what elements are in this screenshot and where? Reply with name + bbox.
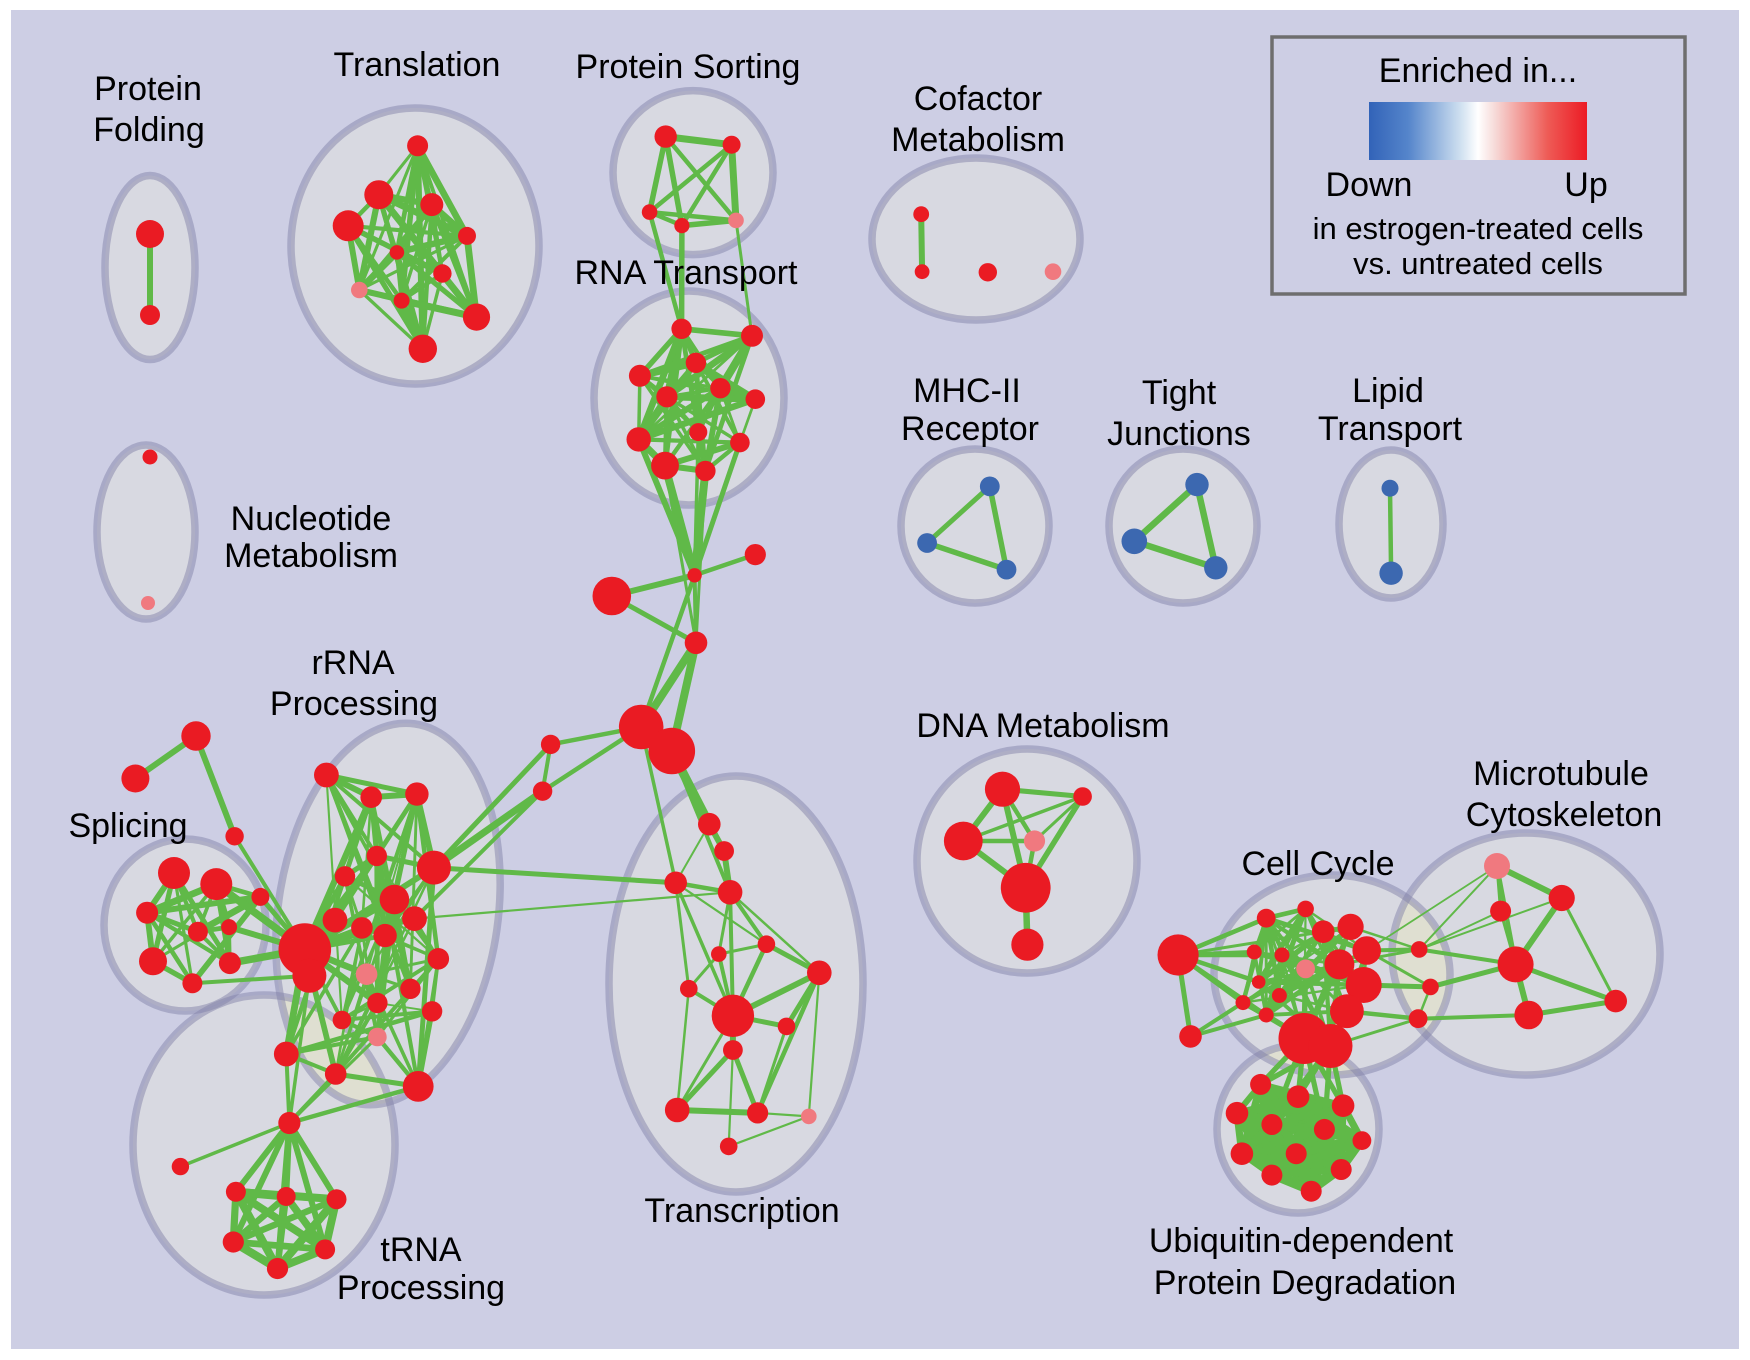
- svg-text:Ubiquitin-dependent: Ubiquitin-dependent: [1149, 1222, 1454, 1260]
- svg-text:Receptor: Receptor: [901, 410, 1039, 448]
- svg-text:Lipid: Lipid: [1352, 372, 1424, 410]
- svg-text:Protein: Protein: [94, 70, 202, 108]
- svg-text:Translation: Translation: [334, 46, 501, 84]
- svg-text:Protein Sorting: Protein Sorting: [576, 48, 801, 86]
- svg-text:RNA Transport: RNA Transport: [575, 254, 799, 292]
- svg-text:Cytoskeleton: Cytoskeleton: [1466, 796, 1663, 834]
- svg-text:Down: Down: [1326, 166, 1413, 204]
- svg-text:Folding: Folding: [93, 111, 205, 149]
- svg-text:Protein Degradation: Protein Degradation: [1154, 1264, 1456, 1302]
- svg-text:Cofactor: Cofactor: [914, 80, 1043, 118]
- svg-text:MHC-II: MHC-II: [913, 372, 1021, 410]
- svg-text:Junctions: Junctions: [1107, 415, 1251, 453]
- svg-text:Metabolism: Metabolism: [891, 121, 1065, 159]
- svg-text:vs. untreated cells: vs. untreated cells: [1353, 246, 1603, 281]
- svg-text:DNA Metabolism: DNA Metabolism: [916, 707, 1169, 745]
- svg-text:Splicing: Splicing: [68, 807, 187, 845]
- svg-text:rRNA: rRNA: [311, 644, 394, 682]
- svg-text:Cell Cycle: Cell Cycle: [1241, 845, 1394, 883]
- svg-text:tRNA: tRNA: [380, 1231, 462, 1269]
- svg-text:Transcription: Transcription: [644, 1192, 839, 1230]
- svg-text:Up: Up: [1564, 166, 1607, 204]
- svg-text:Nucleotide: Nucleotide: [231, 500, 392, 538]
- svg-text:in estrogen-treated cells: in estrogen-treated cells: [1313, 211, 1644, 246]
- svg-text:Processing: Processing: [337, 1269, 505, 1307]
- svg-text:Tight: Tight: [1142, 374, 1217, 412]
- svg-text:Microtubule: Microtubule: [1473, 755, 1649, 793]
- svg-text:Transport: Transport: [1318, 410, 1463, 448]
- svg-text:Enriched in...: Enriched in...: [1379, 52, 1577, 90]
- svg-text:Processing: Processing: [270, 685, 438, 723]
- svg-text:Metabolism: Metabolism: [224, 537, 398, 575]
